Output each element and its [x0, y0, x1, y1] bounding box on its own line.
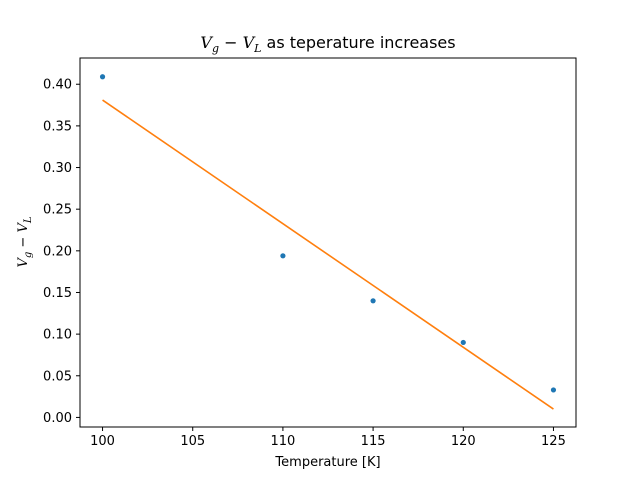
plot-frame [79, 57, 577, 428]
x-tick-label: 110 [270, 434, 295, 449]
data-point [370, 298, 376, 304]
y-tick-label: 0.30 [43, 161, 72, 176]
x-axis-label: Temperature [K] [274, 455, 380, 470]
y-axis-label: Vg − VL [16, 216, 34, 267]
x-tick-label: 120 [451, 434, 476, 449]
data-point [99, 74, 106, 80]
data-point [460, 339, 466, 346]
y-tick-label: 0.10 [43, 328, 72, 343]
y-tick-label: 0.00 [43, 411, 72, 426]
y-tick-label: 0.25 [43, 203, 72, 218]
y-tick-label: 0.05 [43, 369, 72, 384]
data-point [550, 387, 557, 393]
x-tick-label: 105 [180, 434, 205, 449]
y-tick-label: 0.35 [43, 119, 72, 134]
y-ticks: 0.00 0.05 0.10 0.15 0.20 0.25 0.30 0.35 0.40 [43, 78, 80, 426]
x-tick-label: 100 [90, 434, 115, 449]
x-ticks: 100 105 110 115 120 125 [90, 427, 566, 449]
fit-line [102, 99, 554, 410]
data-point [280, 253, 286, 259]
y-tick-label: 0.40 [43, 78, 72, 93]
y-tick-label: 0.15 [43, 286, 72, 301]
x-tick-label: 125 [541, 434, 566, 449]
plot-area [80, 58, 576, 427]
x-tick-label: 115 [361, 434, 386, 449]
y-tick-label: 0.20 [43, 244, 72, 259]
chart-title: Vg − VL as teperature increases [200, 33, 455, 55]
series-layer [99, 74, 557, 410]
